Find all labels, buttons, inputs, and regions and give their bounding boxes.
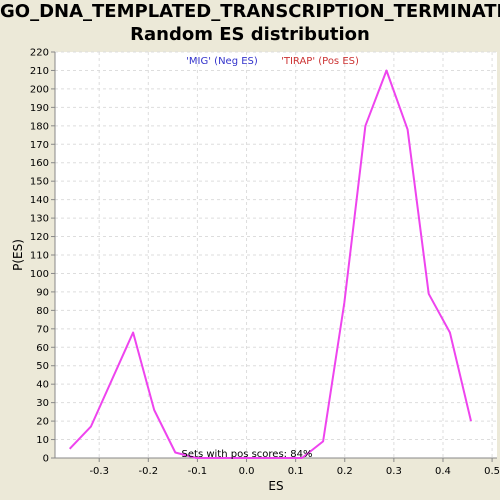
pos-scores-annotation: Sets with pos scores: 84% [182,449,313,460]
x-tick-label: 0.1 [288,466,304,477]
y-tick-label: 210 [30,66,49,77]
y-tick-label: 120 [30,232,49,243]
legend-entry: 'MIG' (Neg ES) [186,56,258,67]
y-tick-label: 190 [30,103,49,114]
y-tick-label: 170 [30,140,49,151]
legend-entry: 'TIRAP' (Pos ES) [281,56,359,67]
series [68,69,472,459]
y-tick-label: 140 [30,195,49,206]
x-tick-label: 0.3 [386,466,402,477]
y-tick-label: 220 [30,48,49,59]
y-tick-label: 30 [36,398,49,409]
y-tick-label: 200 [30,84,49,95]
ticks: 0 10 20 30 40 50 60 70 80 90 100 110 120 130 140 150 160… [30,48,500,478]
y-tick-label: 130 [30,214,49,225]
series-line [68,69,472,459]
x-tick-label: -0.3 [89,466,109,477]
y-axis-label: P(ES) [11,239,25,271]
x-tick-label: 0.2 [337,466,353,477]
y-tick-label: 60 [36,343,49,354]
y-tick-label: 10 [36,435,49,446]
chart-title-line2: Random ES distribution [130,24,370,45]
y-tick-label: 80 [36,306,49,317]
y-tick-label: 0 [43,454,49,465]
x-tick-label: 0.4 [435,466,451,477]
legend: 'MIG' (Neg ES) 'TIRAP' (Pos ES) [186,56,359,67]
y-tick-label: 160 [30,158,49,169]
x-tick-label: -0.2 [139,466,159,477]
y-tick-label: 150 [30,177,49,188]
y-tick-label: 20 [36,417,49,428]
chart-title-line1: GO_DNA_TEMPLATED_TRANSCRIPTION_TERMINATI… [0,1,500,22]
y-tick-label: 50 [36,361,49,372]
y-tick-label: 100 [30,269,49,280]
y-tick-label: 110 [30,251,49,262]
y-tick-label: 180 [30,121,49,132]
x-tick-label: 0.0 [239,466,255,477]
y-tick-label: 70 [36,324,49,335]
y-tick-label: 90 [36,287,49,298]
chart-title: GO_DNA_TEMPLATED_TRANSCRIPTION_TERMINATI… [0,0,500,46]
x-tick-label: -0.1 [188,466,208,477]
y-tick-label: 40 [36,380,49,391]
x-tick-label: 0.5 [484,466,500,477]
x-axis-label: ES [268,479,283,493]
